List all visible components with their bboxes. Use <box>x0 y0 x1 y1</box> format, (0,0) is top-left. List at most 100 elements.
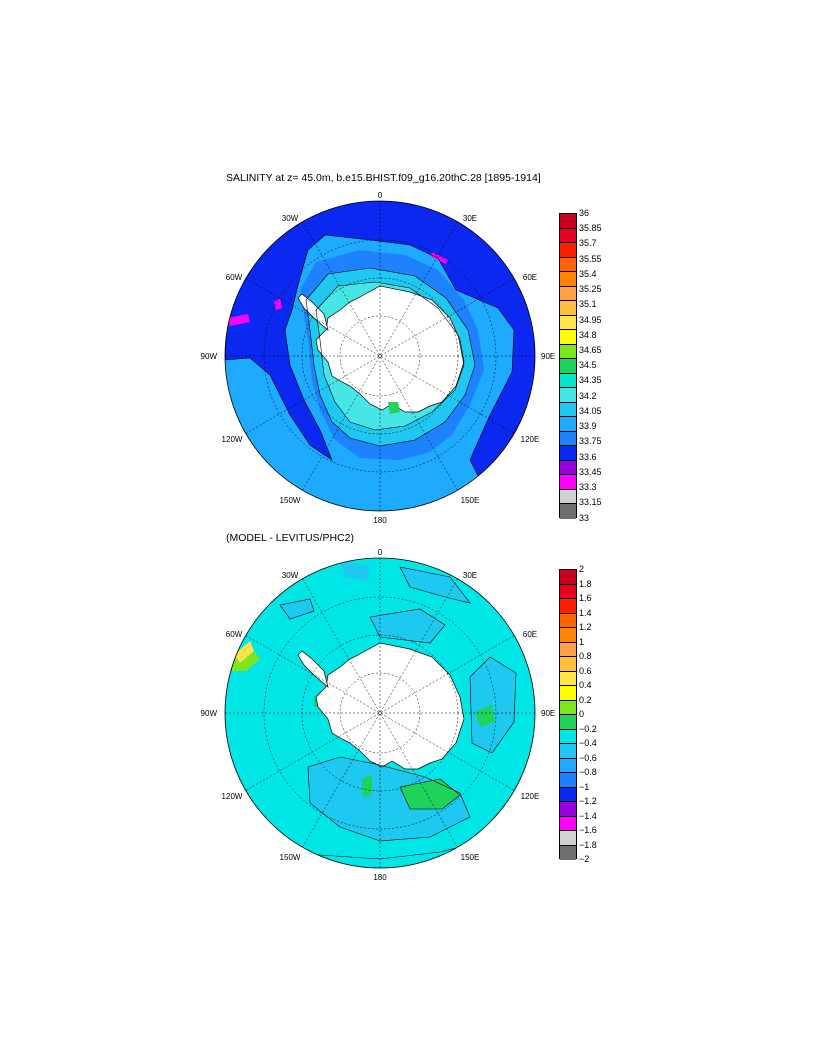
difference-colorbar-swatch <box>560 570 576 585</box>
salinity-colorbar-swatch <box>560 214 576 229</box>
difference-field-minus-0.4 <box>370 609 445 643</box>
salinity-colorbar-label: 34.8 <box>579 329 597 340</box>
salinity-colorbar-label: 33.3 <box>579 482 597 493</box>
salinity-colorbar-swatch <box>560 446 576 461</box>
difference-colorbar-label: 1.4 <box>579 607 592 618</box>
difference-colorbar-label: −0.4 <box>579 738 597 748</box>
difference-colorbar-swatch <box>560 700 576 715</box>
lon-label-120w: 120W <box>222 435 243 444</box>
lon-label-60e: 60E <box>523 630 537 639</box>
difference-colorbar-label: 1.8 <box>579 578 592 589</box>
salinity-colorbar-swatch <box>560 417 576 432</box>
difference-field-minus-0.4 <box>340 559 370 581</box>
lon-label-30e: 30E <box>463 571 477 580</box>
salinity-colorbar-swatch <box>560 257 576 272</box>
lon-label-30w: 30W <box>282 214 299 223</box>
salinity-colorbar-label: 33.45 <box>579 466 602 477</box>
salinity-map-title: SALINITY at z= 45.0m, b.e15.BHIST.f09_g1… <box>226 172 541 184</box>
salinity-field-34.5 <box>388 402 400 414</box>
difference-colorbar-swatch <box>560 816 576 831</box>
map-graticule <box>225 558 535 868</box>
lon-label-90w: 90W <box>201 352 218 361</box>
lon-label-90e: 90E <box>541 709 555 718</box>
salinity-colorbar-swatch <box>560 373 576 388</box>
difference-colorbar-swatch <box>560 686 576 701</box>
difference-colorbar-label: −0.2 <box>579 723 597 734</box>
lon-label-0: 0 <box>378 191 383 200</box>
difference-colorbar-swatch <box>560 628 576 643</box>
salinity-colorbar-swatch <box>560 359 576 374</box>
lon-label-90e: 90E <box>541 352 555 361</box>
salinity-colorbar-label: 35.4 <box>579 268 597 279</box>
salinity-colorbar-label: 34.35 <box>579 375 602 386</box>
difference-field-minus-0.4 <box>400 567 470 603</box>
salinity-colorbar-label: 34.05 <box>579 405 602 416</box>
salinity-colorbar-label: 35.1 <box>579 299 597 310</box>
difference-colorbar-label: −1.4 <box>579 810 597 821</box>
difference-field-minus-0.4 <box>308 757 470 841</box>
lon-label-30w: 30W <box>282 571 299 580</box>
difference-colorbar-label: 0.6 <box>579 665 592 676</box>
lon-label-150w: 150W <box>280 853 301 862</box>
salinity-colorbar-swatch <box>560 388 576 403</box>
difference-colorbar-label: 1.6 <box>579 593 592 603</box>
salinity-colorbar-swatch <box>560 301 576 316</box>
salinity-polar-map: 0 180 90W 90E 30W 30E 60W 60E 120W 120E … <box>201 191 556 525</box>
difference-field-plus-0.2 <box>362 775 372 797</box>
difference-colorbar-label: 0.2 <box>579 694 592 705</box>
salinity-colorbar-label: 33.75 <box>579 436 602 447</box>
difference-colorbar-label: −2 <box>579 854 590 864</box>
difference-colorbar-label: −0.8 <box>579 767 597 777</box>
lon-label-150w: 150W <box>280 496 301 505</box>
map-boundary <box>224 557 536 869</box>
difference-colorbar-label: 0 <box>579 709 585 719</box>
difference-colorbar-label: −1 <box>579 781 590 792</box>
lon-label-180: 180 <box>373 873 387 882</box>
lon-label-150e: 150E <box>461 853 480 862</box>
difference-colorbar-swatch <box>560 715 576 730</box>
difference-polar-map: 0 180 90W 90E 30W 30E 60W 60E 120W 120E … <box>201 548 556 882</box>
salinity-colorbar-label: 34.95 <box>579 314 602 325</box>
difference-colorbar-swatch <box>560 758 576 773</box>
lon-label-120e: 120E <box>521 435 540 444</box>
difference-colorbar-label: −1.6 <box>579 825 597 835</box>
map-graticule <box>225 201 535 511</box>
salinity-colorbar-label: 35.85 <box>579 223 602 234</box>
difference-colorbar-swatch <box>560 657 576 672</box>
difference-field-plus-1 <box>234 641 254 663</box>
salinity-colorbar-swatch <box>560 330 576 345</box>
map-boundary <box>224 200 536 512</box>
salinity-field-33.3 <box>430 252 448 264</box>
difference-colorbar-label: 0.8 <box>579 651 592 661</box>
difference-colorbar-label: −1.2 <box>579 796 597 806</box>
salinity-colorbar-swatch <box>560 504 576 519</box>
antarctica-continent <box>315 285 465 413</box>
difference-colorbar-swatch <box>560 729 576 744</box>
difference-colorbar-swatch <box>560 802 576 817</box>
difference-colorbar-label: 1.2 <box>579 622 592 632</box>
difference-colorbar-swatch <box>560 831 576 846</box>
difference-colorbar-label: −1.8 <box>579 839 597 850</box>
salinity-colorbar-label: 33.6 <box>579 451 597 462</box>
difference-colorbar-swatch <box>560 773 576 788</box>
salinity-colorbar-label: 35.25 <box>579 284 602 295</box>
salinity-colorbar-label: 33 <box>579 512 590 523</box>
salinity-colorbar-label: 35.7 <box>579 238 597 249</box>
salinity-colorbar-swatch <box>560 228 576 243</box>
salinity-colorbar-label: 36 <box>579 208 590 218</box>
salinity-colorbar-label: 34.2 <box>579 390 597 401</box>
difference-colorbar-swatch <box>560 584 576 599</box>
difference-colorbar-swatch <box>560 613 576 628</box>
lon-label-60e: 60E <box>523 273 537 282</box>
difference-colorbar-swatch <box>560 845 576 860</box>
antarctic-peninsula <box>297 650 329 688</box>
antarctic-peninsula <box>297 293 329 331</box>
salinity-colorbar-label: 35.55 <box>579 253 602 264</box>
lon-label-150e: 150E <box>461 496 480 505</box>
salinity-field-33.3 <box>274 298 282 310</box>
difference-field-plus-0.2 <box>475 705 495 727</box>
salinity-colorbar-swatch <box>560 489 576 504</box>
salinity-field-33.3 <box>228 314 250 326</box>
salinity-colorbar-label: 33.15 <box>579 497 602 508</box>
salinity-contour <box>305 267 476 447</box>
